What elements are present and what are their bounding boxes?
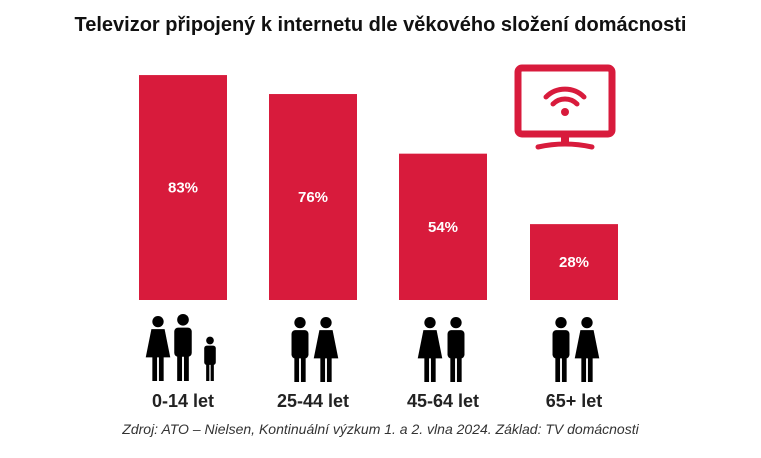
bar-value-label: 83% [168,180,198,197]
bar-3 [530,224,618,300]
bar-value-label: 54% [428,219,458,236]
chart-title: Televizor připojený k internetu dle věko… [74,14,687,36]
category-label: 45-64 let [407,391,479,411]
category-label: 0-14 let [152,391,214,411]
bar-0 [139,75,227,300]
category-label: 65+ let [546,391,603,411]
middle-aged-couple-icon [417,316,465,382]
bar-value-label: 76% [298,189,328,206]
smart-tv-icon [514,64,616,150]
category-label: 25-44 let [277,391,349,411]
family-with-child-icon [145,313,216,381]
senior-couple-icon [552,316,600,382]
young-couple-icon [291,316,339,382]
chart-source-note: Zdroj: ATO – Nielsen, Kontinuální výzkum… [122,421,639,437]
bar-2 [399,153,487,300]
bar-1 [269,94,357,300]
bar-value-label: 28% [559,254,589,271]
